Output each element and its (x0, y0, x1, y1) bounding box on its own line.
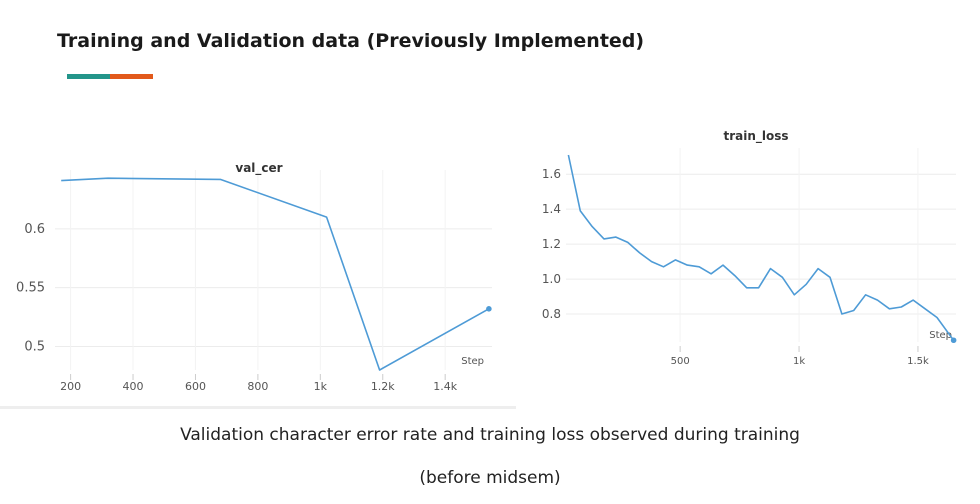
x-axis-label: Step (461, 356, 484, 367)
caption-line-1: Validation character error rate and trai… (180, 425, 800, 445)
y-tick-label: 0.5 (24, 339, 45, 354)
x-tick-label: 200 (60, 380, 81, 393)
accent-segment-orange (110, 74, 153, 79)
x-tick-label: 1k (793, 356, 805, 367)
x-tick-label: 1.4k (433, 380, 457, 393)
x-tick-label: 500 (671, 356, 690, 367)
page-title: Training and Validation data (Previously… (57, 30, 645, 52)
y-tick-label: 0.6 (24, 222, 45, 237)
y-tick-label: 1.4 (542, 202, 561, 216)
chart-divider (0, 406, 516, 409)
train-loss-chart: 1.6 1.4 1.2 1.0 0.8 500 1k 1.5k Step train_loss (542, 129, 957, 367)
caption-line-2: (before midsem) (419, 468, 561, 488)
x-tick-label: 1k (314, 380, 328, 393)
series-end-point (950, 337, 957, 344)
x-tick-label: 1.5k (907, 356, 929, 367)
x-tick-label: 1.2k (371, 380, 395, 393)
series-line (567, 154, 955, 341)
x-tick-label: 600 (185, 380, 206, 393)
series-end-point (486, 306, 492, 312)
series-line (61, 177, 490, 371)
y-tick-label: 0.55 (16, 281, 45, 296)
x-axis-label: Step (929, 330, 952, 341)
title-accent-bar (67, 74, 153, 79)
x-tick-label: 800 (247, 380, 268, 393)
val-cer-chart: 0.6 0.55 0.5 200 400 600 800 1k 1.2k 1.4k Step val_… (16, 161, 492, 393)
y-tick-label: 1.0 (542, 272, 561, 286)
y-tick-label: 1.6 (542, 167, 561, 181)
y-tick-label: 1.2 (542, 237, 561, 251)
chart-title: val_cer (235, 161, 282, 176)
y-tick-label: 0.8 (542, 307, 561, 321)
chart-title: train_loss (723, 129, 788, 144)
accent-segment-teal (67, 74, 110, 79)
x-tick-label: 400 (123, 380, 144, 393)
